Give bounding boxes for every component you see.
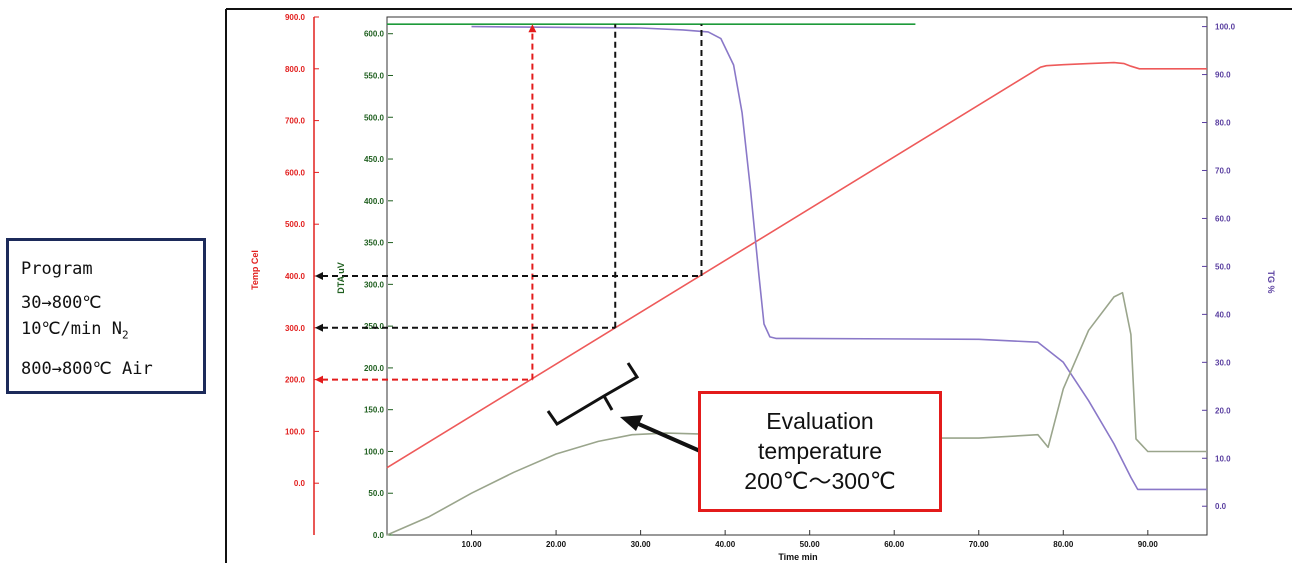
x-axis-label: Time min <box>778 552 817 562</box>
tg-tick-label: 100.0 <box>1215 23 1236 32</box>
dta-tick-label: 250.0 <box>364 322 385 331</box>
tg-tick-label: 50.0 <box>1215 262 1231 271</box>
temp-tick-label: 800.0 <box>285 65 306 74</box>
temp-tick-label: 0.0 <box>294 479 306 488</box>
dta-tick-label: 0.0 <box>373 531 385 540</box>
temp-tick-label: 600.0 <box>285 168 306 177</box>
temp-tick-label: 100.0 <box>285 427 306 436</box>
x-tick-label: 70.00 <box>969 540 990 549</box>
temp-tick-label: 300.0 <box>285 324 306 333</box>
evaluation-line-1: Evaluation <box>766 408 874 434</box>
temp-tick-label: 700.0 <box>285 117 306 126</box>
x-tick-label: 40.00 <box>715 540 736 549</box>
dta-tick-label: 100.0 <box>364 447 385 456</box>
x-tick-label: 30.00 <box>631 540 652 549</box>
temp-tick-label: 400.0 <box>285 272 306 281</box>
dta-tick-label: 200.0 <box>364 364 385 373</box>
pointer-arrow-line <box>633 420 701 453</box>
temperature-line <box>386 61 1207 469</box>
dta-tick-label: 600.0 <box>364 30 385 39</box>
tg-tick-label: 30.0 <box>1215 358 1231 367</box>
tg-axis-label: TG % <box>1266 270 1276 293</box>
horizontal-guide-arrowhead <box>315 323 323 332</box>
temp-axis-label: Temp Cel <box>250 250 260 290</box>
tg-tick-label: 0.0 <box>1215 502 1227 511</box>
dta-tick-label: 300.0 <box>364 280 385 289</box>
program-step-2-text: 10℃/min N <box>21 319 122 339</box>
tg-tick-label: 70.0 <box>1215 166 1231 175</box>
x-tick-label: 20.00 <box>546 540 567 549</box>
x-tick-label: 90.00 <box>1138 540 1159 549</box>
tg-tick-label: 10.0 <box>1215 454 1231 463</box>
dta-tick-label: 450.0 <box>364 155 385 164</box>
temp-tick-label: 200.0 <box>285 376 306 385</box>
program-step-3: 800→800℃ Air <box>21 359 153 379</box>
evaluation-line-3: 200℃～300℃ <box>744 468 896 494</box>
dta-axis-label: DTA uV <box>336 262 346 294</box>
evaluation-box: Evaluation temperature 200℃～300℃ <box>698 391 942 512</box>
x-tick-label: 50.00 <box>800 540 821 549</box>
dta-tick-label: 50.0 <box>368 489 384 498</box>
horizontal-guide-arrowhead <box>315 272 323 280</box>
program-step-2-subscript: 2 <box>121 328 129 342</box>
bracket-stem <box>602 395 614 411</box>
x-tick-label: 60.00 <box>884 540 905 549</box>
program-title: Program <box>21 259 93 279</box>
dta-tick-label: 350.0 <box>364 239 385 248</box>
temp-tick-label: 900.0 <box>285 13 306 22</box>
dta-tick-label: 500.0 <box>364 113 385 122</box>
program-box: Program 30→800℃ 10℃/min N2 800→800℃ Air <box>6 238 206 394</box>
dta-tick-label: 400.0 <box>364 197 385 206</box>
tg-tick-label: 90.0 <box>1215 71 1231 80</box>
evaluation-line-2: temperature <box>757 438 882 464</box>
tg-tick-label: 20.0 <box>1215 406 1231 415</box>
vertical-guide-arrowhead <box>528 24 537 33</box>
temp-tick-label: 500.0 <box>285 220 306 229</box>
evaluation-bracket <box>546 362 640 427</box>
dta-tick-label: 150.0 <box>364 406 385 415</box>
x-tick-label: 80.00 <box>1053 540 1074 549</box>
tg-tick-label: 40.0 <box>1215 310 1231 319</box>
tg-tick-label: 80.0 <box>1215 119 1231 128</box>
tg-tick-label: 60.0 <box>1215 214 1231 223</box>
horizontal-guide-arrowhead <box>315 375 323 384</box>
tg-line <box>471 25 1207 491</box>
program-step-1: 30→800℃ <box>21 293 102 313</box>
dta-tick-label: 550.0 <box>364 71 385 80</box>
program-step-2: 10℃/min N2 <box>21 319 129 341</box>
pointer-arrowhead <box>620 415 643 431</box>
x-tick-label: 10.00 <box>462 540 483 549</box>
